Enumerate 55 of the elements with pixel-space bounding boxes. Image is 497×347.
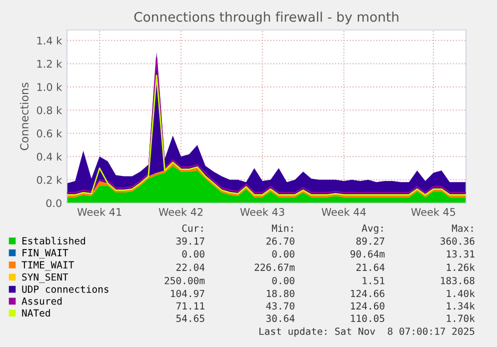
text: Last update: Sat Nov 8 07:00:17 2025 [259, 327, 474, 337]
y-axis-title: Connections [20, 82, 29, 150]
text: 360.36 [440, 237, 474, 245]
text: 1.70k [446, 314, 475, 322]
y-tick-label: 0.2 k [36, 176, 62, 184]
x-tick-label: Week 44 [322, 208, 366, 216]
text: 104.97 [171, 290, 204, 298]
text: 30.64 [266, 314, 295, 322]
text: 90.64m [350, 250, 385, 258]
legend-label: Assured [22, 297, 62, 305]
text: 0.00 [272, 276, 294, 284]
legend-label: Established [22, 236, 85, 244]
text: 39.17 [176, 237, 204, 245]
legend-label: NATed [22, 309, 50, 317]
text: 250.00m [164, 276, 205, 284]
y-tick-label: 0.4 k [36, 152, 62, 161]
y-tick-label: 0.0 [46, 199, 62, 208]
legend-label: SYN_SENT [22, 273, 68, 283]
text: 71.11 [176, 302, 204, 310]
text: 18.80 [266, 290, 294, 298]
text: 183.68 [441, 276, 474, 284]
text: 21.64 [356, 264, 385, 271]
text: 1.40k [446, 290, 475, 298]
text: 124.60 [351, 302, 384, 310]
legend-label: UDP connections [22, 285, 108, 293]
legend-label: TIME_WAIT [22, 261, 74, 271]
y-tick-label: 1.4 k [37, 36, 62, 44]
text: 43.70 [266, 302, 294, 310]
y-tick-label: 0.6 k [36, 129, 62, 138]
text: Cur: [182, 224, 203, 232]
y-tick-label: 0.8 k [36, 106, 62, 114]
text: 0.00 [182, 250, 204, 258]
legend-label: FIN_WAIT [22, 249, 68, 259]
text: 124.66 [351, 290, 384, 298]
x-tick-label: Week 42 [158, 208, 203, 216]
y-tick-label: 1.0 k [37, 82, 62, 91]
text: 1.51 [362, 277, 384, 284]
text: 54.65 [176, 314, 204, 322]
text: 13.31 [446, 250, 474, 258]
text: 22.04 [176, 264, 205, 271]
text: Avg: [362, 224, 383, 234]
text: 226.67m [254, 264, 295, 271]
text: 1.26k [446, 263, 475, 271]
x-tick-label: Week 45 [411, 208, 456, 216]
x-tick-label: Week 43 [240, 208, 284, 216]
text: Max: [452, 224, 473, 232]
chart-title: Connections through firewall - by month [134, 12, 398, 24]
text: 26.70 [266, 237, 294, 245]
text: Min: [272, 224, 293, 232]
text: 110.05 [351, 314, 384, 322]
y-tick-label: 1.2 k [37, 60, 62, 68]
x-tick-label: Week 41 [77, 208, 122, 216]
text: 0.00 [272, 250, 294, 258]
text: 89.27 [356, 237, 384, 245]
text: 1.34k [446, 302, 475, 310]
